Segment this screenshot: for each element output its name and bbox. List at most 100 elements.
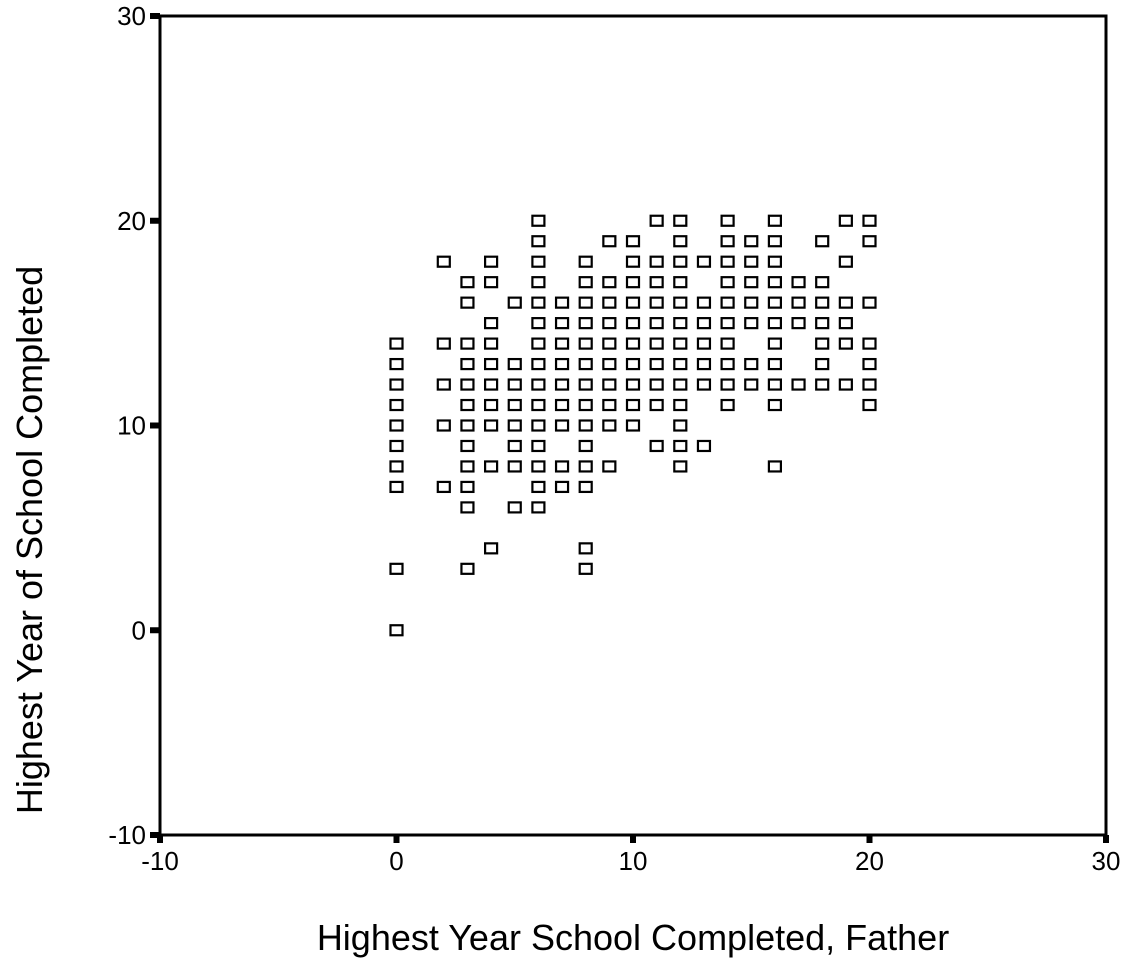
x-axis-title: Highest Year School Completed, Father — [317, 917, 949, 958]
y-tick-mark — [150, 832, 160, 838]
data-point — [531, 439, 546, 453]
data-point — [791, 296, 806, 309]
data-point — [507, 460, 522, 473]
data-point — [744, 255, 759, 268]
data-point — [389, 398, 404, 412]
data-point — [649, 439, 664, 453]
x-tick-mark — [393, 835, 400, 843]
data-point — [625, 378, 641, 391]
data-point — [767, 378, 783, 391]
data-point — [602, 337, 617, 350]
data-point — [554, 378, 570, 391]
data-point — [862, 337, 877, 350]
data-point — [720, 398, 735, 412]
data-point — [578, 439, 593, 453]
data-point — [507, 296, 522, 309]
data-point — [578, 317, 593, 330]
data-point — [767, 296, 783, 309]
data-point — [720, 317, 735, 330]
data-point — [673, 214, 688, 227]
data-point — [578, 460, 593, 473]
data-point — [484, 542, 499, 555]
data-point — [602, 276, 617, 289]
data-point — [673, 357, 688, 371]
data-point — [554, 480, 570, 494]
data-point — [673, 276, 688, 289]
data-point — [554, 460, 570, 473]
data-point — [460, 398, 475, 412]
data-point — [625, 276, 641, 289]
data-point — [602, 235, 617, 248]
data-point — [625, 296, 641, 309]
data-point — [389, 562, 404, 575]
data-point — [720, 378, 735, 391]
data-point — [460, 276, 475, 289]
data-point — [815, 276, 830, 289]
x-tick-mark — [866, 835, 873, 843]
data-point — [460, 460, 475, 473]
data-point — [696, 357, 712, 371]
data-point — [484, 460, 499, 473]
data-point — [696, 378, 712, 391]
data-point — [578, 337, 593, 350]
data-point — [507, 357, 522, 371]
y-tick-label: -10 — [108, 820, 146, 850]
data-point — [531, 317, 546, 330]
data-point — [602, 296, 617, 309]
data-point — [744, 378, 759, 391]
data-point — [507, 398, 522, 412]
data-point — [625, 317, 641, 330]
data-point — [507, 378, 522, 391]
data-point — [767, 214, 783, 227]
data-point — [649, 337, 664, 350]
data-point — [649, 398, 664, 412]
data-point — [578, 378, 593, 391]
data-point — [460, 439, 475, 453]
data-points — [389, 214, 877, 637]
data-point — [862, 235, 877, 248]
data-point — [767, 357, 783, 371]
data-point — [767, 337, 783, 350]
data-point — [578, 357, 593, 371]
data-point — [815, 235, 830, 248]
data-point — [531, 398, 546, 412]
data-point — [767, 398, 783, 412]
data-point — [436, 480, 451, 494]
data-point — [791, 276, 806, 289]
data-point — [815, 337, 830, 350]
data-point — [578, 276, 593, 289]
data-point — [862, 398, 877, 412]
data-point — [791, 378, 806, 391]
data-point — [602, 419, 617, 432]
data-point — [578, 562, 593, 575]
data-point — [673, 419, 688, 432]
data-point — [720, 276, 735, 289]
data-point — [436, 419, 451, 432]
data-point — [625, 357, 641, 371]
x-tick-label: 10 — [619, 846, 648, 876]
data-point — [389, 419, 404, 432]
data-point — [696, 337, 712, 350]
data-point — [531, 419, 546, 432]
data-point — [673, 460, 688, 473]
data-point — [578, 398, 593, 412]
data-point — [767, 460, 783, 473]
y-tick-label: 10 — [117, 411, 146, 441]
x-tick-label: 30 — [1092, 846, 1121, 876]
data-point — [531, 276, 546, 289]
data-point — [531, 255, 546, 268]
data-point — [815, 378, 830, 391]
data-point — [673, 337, 688, 350]
data-point — [578, 255, 593, 268]
data-point — [767, 235, 783, 248]
data-point — [862, 357, 877, 371]
x-tick-label: 20 — [855, 846, 884, 876]
data-point — [602, 317, 617, 330]
data-point — [507, 439, 522, 453]
data-point — [649, 317, 664, 330]
data-point — [531, 296, 546, 309]
data-point — [625, 255, 641, 268]
data-point — [507, 419, 522, 432]
x-tick-label: -10 — [141, 846, 179, 876]
data-point — [767, 317, 783, 330]
